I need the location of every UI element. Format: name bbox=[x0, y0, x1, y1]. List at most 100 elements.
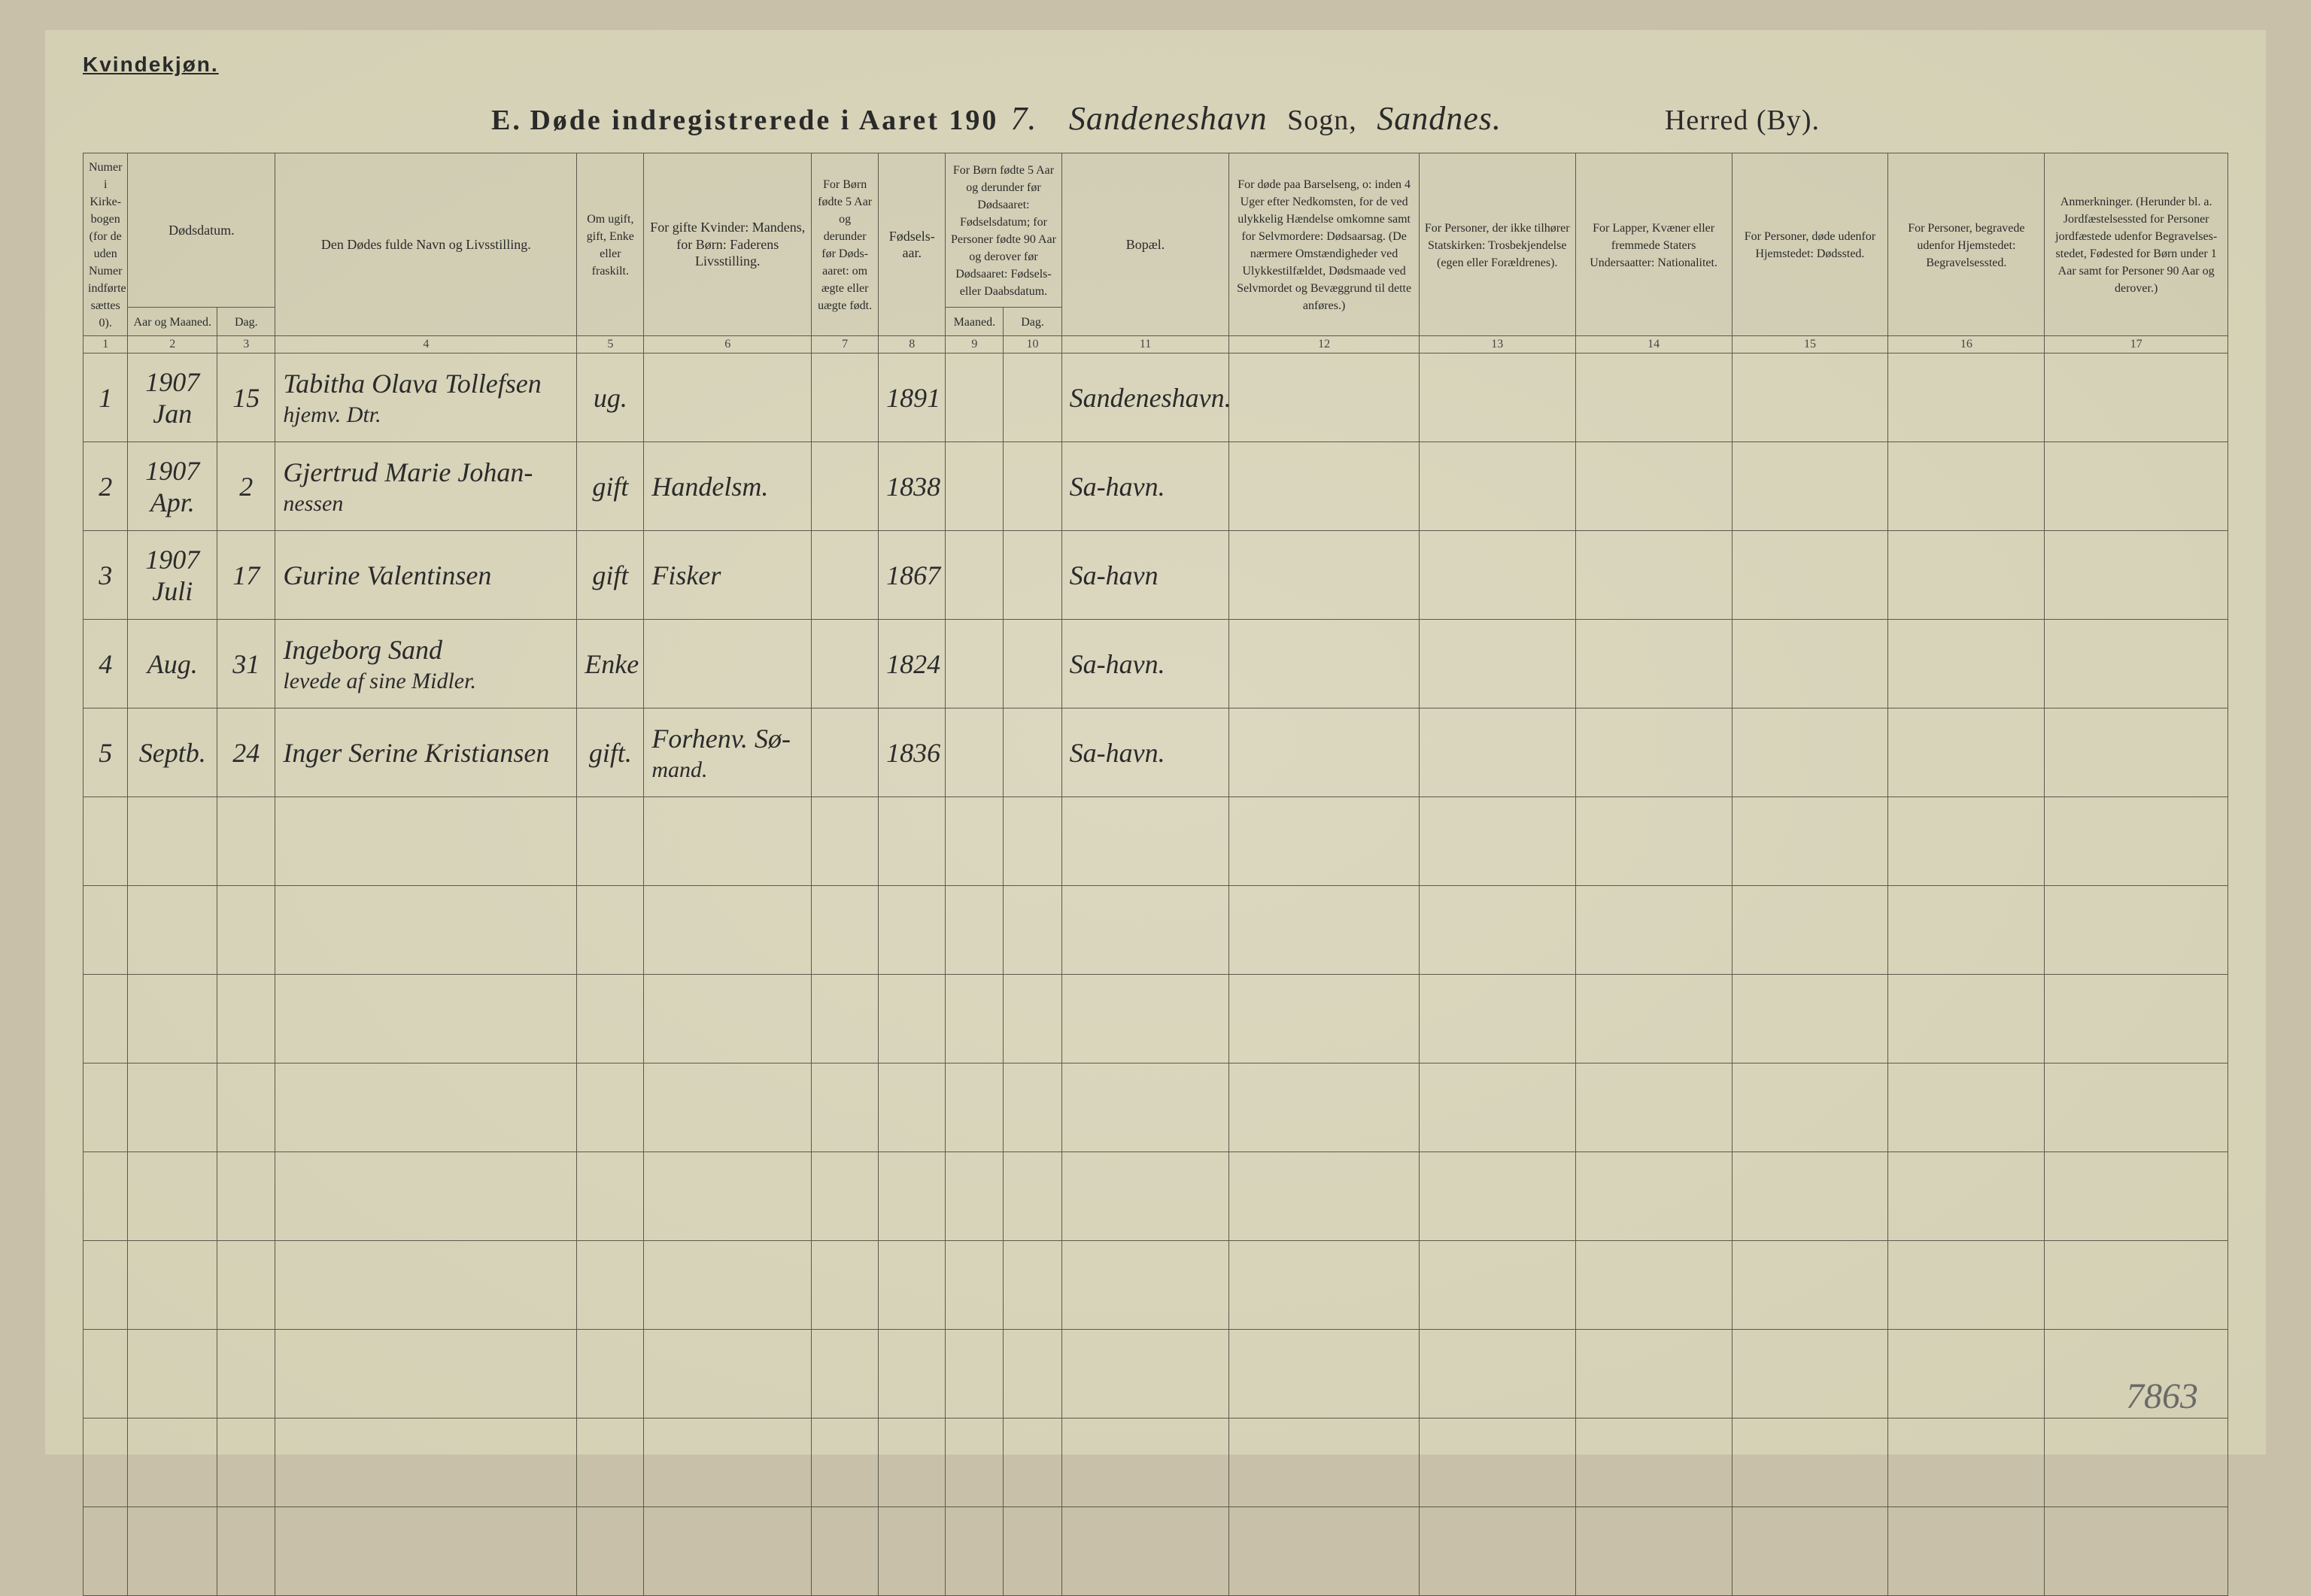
cell bbox=[1061, 1330, 1229, 1418]
cell bbox=[1888, 1063, 2045, 1152]
cell bbox=[1575, 708, 1732, 797]
cell bbox=[1061, 975, 1229, 1063]
cell bbox=[1229, 1330, 1419, 1418]
colnum: 2 bbox=[128, 336, 217, 353]
cell bbox=[275, 1418, 577, 1507]
cell: Inger Serine Kristiansen bbox=[275, 708, 577, 797]
colnum: 6 bbox=[644, 336, 812, 353]
cell bbox=[275, 886, 577, 975]
cell: Enke bbox=[577, 620, 644, 708]
cell bbox=[577, 975, 644, 1063]
cell bbox=[1732, 442, 1888, 531]
cell bbox=[1732, 886, 1888, 975]
empty-body bbox=[84, 797, 2228, 1596]
cell bbox=[1732, 1063, 1888, 1152]
cell bbox=[84, 886, 128, 975]
table-head: Numer i Kirke­bogen (for de uden Numer i… bbox=[84, 153, 2228, 336]
cell bbox=[812, 1241, 879, 1330]
cell bbox=[1888, 442, 2045, 531]
cell bbox=[1888, 353, 2045, 442]
cell bbox=[812, 975, 879, 1063]
cell bbox=[1732, 1418, 1888, 1507]
cell bbox=[1229, 975, 1419, 1063]
cell bbox=[217, 975, 275, 1063]
cell bbox=[577, 1063, 644, 1152]
cell bbox=[812, 797, 879, 886]
cell bbox=[946, 975, 1004, 1063]
cell bbox=[275, 1507, 577, 1596]
col-header: Anmerkninger. (Herunder bl. a. Jordfæste… bbox=[2045, 153, 2228, 336]
cell bbox=[946, 531, 1004, 620]
cell bbox=[1888, 886, 2045, 975]
cell bbox=[128, 886, 217, 975]
cell bbox=[1575, 1241, 1732, 1330]
herred-label: Herred (By). bbox=[1665, 105, 1820, 136]
cell bbox=[1004, 1063, 1061, 1152]
cell bbox=[128, 975, 217, 1063]
cell bbox=[1732, 975, 1888, 1063]
cell bbox=[1061, 1507, 1229, 1596]
cell bbox=[128, 1507, 217, 1596]
cell: 5 bbox=[84, 708, 128, 797]
colnum: 11 bbox=[1061, 336, 1229, 353]
cell bbox=[1575, 1507, 1732, 1596]
cell bbox=[128, 1241, 217, 1330]
cell: Handelsm. bbox=[644, 442, 812, 531]
cell bbox=[879, 886, 946, 975]
page-number: 7863 bbox=[2126, 1376, 2198, 1417]
table-row bbox=[84, 1241, 2228, 1330]
cell: 1 bbox=[84, 353, 128, 442]
table-row bbox=[84, 1330, 2228, 1418]
cell bbox=[644, 797, 812, 886]
cell bbox=[946, 620, 1004, 708]
cell bbox=[946, 886, 1004, 975]
col-header: For Lapper, Kvæner eller fremmede Stater… bbox=[1575, 153, 1732, 336]
cell bbox=[879, 1330, 946, 1418]
cell: Sa-havn. bbox=[1061, 620, 1229, 708]
cell bbox=[2045, 1063, 2228, 1152]
cell bbox=[84, 1241, 128, 1330]
cell bbox=[1229, 886, 1419, 975]
col-header: Om ugift, gift, Enke eller fraskilt. bbox=[577, 153, 644, 336]
cell bbox=[1419, 1241, 1575, 1330]
cell bbox=[2045, 620, 2228, 708]
cell bbox=[812, 1063, 879, 1152]
cell bbox=[128, 1063, 217, 1152]
cell: Sandeneshavn. bbox=[1061, 353, 1229, 442]
col-header: Dødsdatum. bbox=[128, 153, 275, 308]
col-header: For døde paa Barselseng, o: inden 4 Uger… bbox=[1229, 153, 1419, 336]
cell bbox=[577, 1507, 644, 1596]
cell bbox=[1888, 1418, 2045, 1507]
cell: 1836 bbox=[879, 708, 946, 797]
colnum: 5 bbox=[577, 336, 644, 353]
cell bbox=[1575, 531, 1732, 620]
cell bbox=[644, 886, 812, 975]
data-body: 11907 Jan15Tabitha Olava Tollefsenhjemv.… bbox=[84, 353, 2228, 797]
colnum: 12 bbox=[1229, 336, 1419, 353]
cell bbox=[1888, 1330, 2045, 1418]
cell bbox=[812, 708, 879, 797]
cell: 31 bbox=[217, 620, 275, 708]
col-header: For gifte Kvinder: Mandens, for Børn: Fa… bbox=[644, 153, 812, 336]
cell bbox=[946, 353, 1004, 442]
cell bbox=[879, 797, 946, 886]
cell bbox=[1732, 620, 1888, 708]
cell bbox=[128, 1330, 217, 1418]
cell bbox=[879, 1507, 946, 1596]
cell bbox=[217, 1507, 275, 1596]
cell bbox=[2045, 1241, 2228, 1330]
cell bbox=[275, 1330, 577, 1418]
cell bbox=[1419, 1418, 1575, 1507]
cell bbox=[84, 1152, 128, 1241]
table-row bbox=[84, 1063, 2228, 1152]
cell bbox=[1229, 1152, 1419, 1241]
cell bbox=[1004, 1507, 1061, 1596]
colnum: 7 bbox=[812, 336, 879, 353]
cell bbox=[946, 1418, 1004, 1507]
cell: Tabitha Olava Tollefsenhjemv. Dtr. bbox=[275, 353, 577, 442]
cell bbox=[1419, 975, 1575, 1063]
cell bbox=[1888, 708, 2045, 797]
cell bbox=[879, 1063, 946, 1152]
cell: Sa-havn bbox=[1061, 531, 1229, 620]
cell bbox=[2045, 353, 2228, 442]
